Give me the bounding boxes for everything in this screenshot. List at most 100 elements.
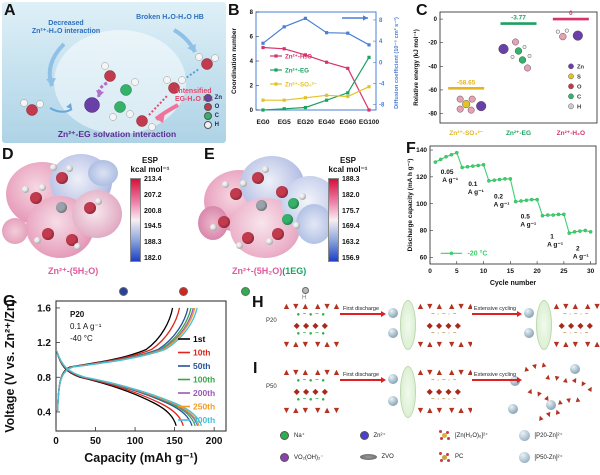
panel-i-label: I <box>253 360 258 377</box>
svg-text:8: 8 <box>379 18 383 24</box>
atom-legend-item: C <box>203 112 222 120</box>
pc-interphase-ellipse <box>536 300 552 350</box>
atom-color-strip: H <box>0 284 320 301</box>
svg-text:2: 2 <box>576 246 580 253</box>
atom-dot <box>203 112 212 120</box>
colorbar-tick: 182.0 <box>144 254 162 262</box>
svg-text:50: 50 <box>90 436 102 447</box>
svg-text:4: 4 <box>250 59 254 65</box>
panel-b: B 0 2 4 6 8 8 4 0 -4 -8 EG0 EG5 EG20 EG40 EG60 EG100 Coo… <box>226 0 412 145</box>
svg-text:0: 0 <box>250 108 254 114</box>
label-decreased-interaction: Decreased Zn²⁺-H₂O interaction <box>31 20 101 35</box>
svg-text:S: S <box>577 74 581 80</box>
svg-text:Coordination number: Coordination number <box>231 27 238 94</box>
svg-text:20: 20 <box>533 268 541 275</box>
panel-e-label: E <box>204 146 215 163</box>
svg-text:EG100: EG100 <box>359 119 380 126</box>
svg-text:0.2: 0.2 <box>494 193 503 200</box>
legend-item-dot: Na⁺ <box>280 430 360 440</box>
zvo-crystal-structure: ▲▼▲ ▲▼▲ ● ~ ● ~ ● ◆ ◆ ◆ ◆ ● ~ ● ~ ● ▼▲▼ ▼▲▼ <box>282 368 340 414</box>
panel-a-label: A <box>4 2 16 19</box>
hydrated-zn-sphere <box>546 400 556 410</box>
legend-label: Zn²⁺ <box>373 432 386 439</box>
zvo-crystal-structure: ▲▼▲ ▲▼▲~ · ~ · ~◆ ◆ ◆ ◆~ · ~ · ~▼▲▼ ▼▲▼ <box>552 302 600 348</box>
svg-text:2: 2 <box>250 84 254 90</box>
svg-text:100: 100 <box>416 201 427 208</box>
svg-text:A g⁻¹: A g⁻¹ <box>520 221 536 228</box>
svg-text:1.2: 1.2 <box>37 338 51 349</box>
svg-text:150: 150 <box>166 436 183 447</box>
legend-item-sphere: [P20-Zn]²⁺ <box>518 429 599 441</box>
panel-d-label: D <box>2 146 14 163</box>
svg-text:0.05: 0.05 <box>441 169 454 176</box>
zvo-crystal-structure: ▲▼▲ ▲▼▲~ · ~ · ~◆ ◆ ◆ ◆~ · ~ · ~▼▲▼ ▼▲▼ <box>416 368 472 414</box>
svg-text:-60: -60 <box>428 88 437 94</box>
solvation-schematic-graphic <box>20 28 219 134</box>
legend-label: ZVO <box>381 454 394 460</box>
svg-text:8: 8 <box>250 10 254 16</box>
panel-i: I P50 ▲▼▲ ▲▼▲ ● ~ ● ~ ● ◆ ◆ ◆ ◆ ● ~ ● ~ ● ▼▲… <box>240 356 600 428</box>
p20-cycling-schematic: ▲▼▲ ▲▼▲ ● ~ ● ~ ● ◆ ◆ ◆ ◆ ● ~ ● ~ ● ▼▲▼ ▼▲▼ ▲… <box>240 292 600 356</box>
species-legend: Na⁺ Zn²⁺ [Zn(H₂O)₆]²⁺ [P20-Zn]²⁺ VO₂(OH)₂⁻ ZV… <box>280 424 598 472</box>
svg-text:140: 140 <box>416 147 427 154</box>
colorbar-tick: 200.8 <box>144 207 162 215</box>
svg-text:O: O <box>577 84 582 90</box>
svg-text:0: 0 <box>428 268 432 275</box>
svg-text:Zn²⁺-SO₄²⁻: Zn²⁺-SO₄²⁻ <box>285 81 317 88</box>
svg-text:A g⁻¹: A g⁻¹ <box>573 254 589 261</box>
hydrated-zn-sphere <box>524 328 534 338</box>
svg-text:0.1 A g⁻¹: 0.1 A g⁻¹ <box>70 322 102 331</box>
svg-text:0: 0 <box>434 17 438 23</box>
svg-text:60: 60 <box>420 254 428 261</box>
svg-text:30: 30 <box>587 268 595 275</box>
panel-c-label: C <box>416 2 428 19</box>
esp-caption-e: Zn²⁺-(5H₂O)(1EG) <box>232 266 307 276</box>
svg-text:Zn²⁺-SO₄²⁻: Zn²⁺-SO₄²⁻ <box>449 130 483 137</box>
colorbar-tick: 194.5 <box>144 223 162 231</box>
panel-f: F 140 120 100 80 60 0 5 10 15 20 25 30 Cycle number D… <box>404 140 600 290</box>
svg-text:5: 5 <box>455 268 459 275</box>
atom-legend-item: Zn <box>203 94 222 102</box>
atom-dot <box>203 103 212 111</box>
panel-a: A <box>2 2 226 143</box>
svg-text:EG20: EG20 <box>297 119 314 126</box>
svg-text:P20: P20 <box>70 310 85 319</box>
pc-interphase-ellipse <box>400 366 416 418</box>
pzn-sphere-icon <box>518 451 530 463</box>
atom-dot <box>203 121 212 129</box>
legend-item-cluster: [Zn(H₂O)₆]²⁺ <box>439 429 519 441</box>
svg-text:Capacity (mAh g⁻¹): Capacity (mAh g⁻¹) <box>84 451 198 465</box>
cluster-icon <box>439 451 450 463</box>
svg-text:100: 100 <box>127 436 144 447</box>
svg-text:1.6: 1.6 <box>37 303 51 314</box>
colorbar-tick: 163.2 <box>342 239 360 247</box>
svg-text:Discharge capacity (mA h g⁻¹): Discharge capacity (mA h g⁻¹) <box>407 159 414 252</box>
legend-label: [Zn(H₂O)₆]²⁺ <box>455 432 489 439</box>
svg-text:4: 4 <box>379 39 383 45</box>
svg-text:0.4: 0.4 <box>37 407 51 418</box>
svg-text:200th: 200th <box>193 388 215 398</box>
svg-text:-80: -80 <box>428 112 437 118</box>
colorbar-tick: 188.3 <box>144 239 162 247</box>
svg-text:Zn²⁺-H₂O: Zn²⁺-H₂O <box>557 130 585 137</box>
svg-text:10th: 10th <box>193 348 210 358</box>
hydrated-zn-sphere <box>388 374 398 384</box>
svg-text:120: 120 <box>416 174 427 181</box>
svg-text:-20 °C: -20 °C <box>467 249 487 257</box>
esp-colorbar-d: 213.4 207.2 200.8 194.5 188.3 182.0 <box>130 176 162 262</box>
colorbar-tick: 207.2 <box>144 191 162 199</box>
svg-text:0: 0 <box>53 436 59 447</box>
hydrated-zn-sphere <box>524 308 534 318</box>
panel-c: C 0 -20 -40 -60 -80 Relative energy (kJ mol⁻¹… <box>408 0 600 145</box>
panel-d: D ESP kcal mol⁻¹ 213.4 207.2 200. <box>0 146 196 284</box>
pzn-sphere-icon <box>518 429 530 441</box>
svg-text:-40: -40 <box>428 64 437 70</box>
esp-colorbar-title-e: ESP kcal mol⁻¹ <box>328 156 368 174</box>
svg-text:EG40: EG40 <box>318 119 335 126</box>
svg-text:0.8: 0.8 <box>37 373 51 384</box>
species-dot <box>280 430 289 440</box>
strip-atom-dot <box>302 287 309 294</box>
species-dot <box>359 430 369 440</box>
svg-text:10: 10 <box>480 268 488 275</box>
